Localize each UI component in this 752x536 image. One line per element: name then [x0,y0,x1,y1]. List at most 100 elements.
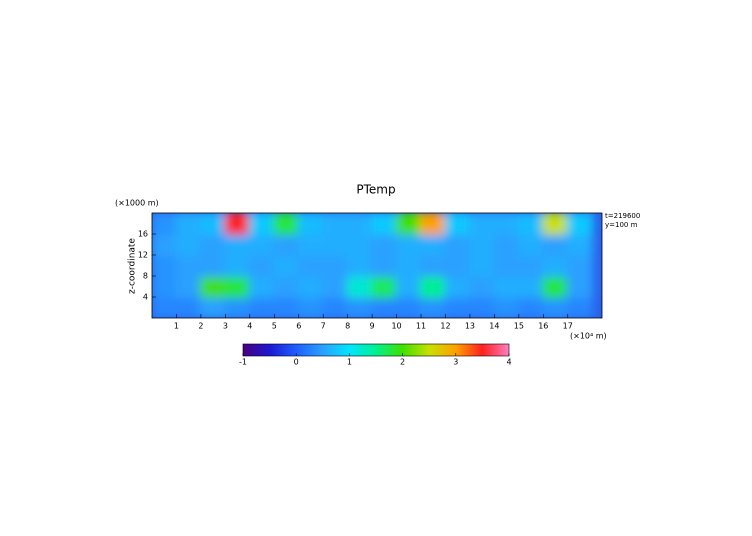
heatmap-cell [420,275,447,298]
x-unit: (×10⁴ m) [570,332,607,341]
heatmap-cell [566,254,594,277]
heatmap-cell [322,233,349,256]
x-tick-label: 17 [563,322,573,331]
heatmap-cell [175,296,202,318]
heatmap-cell [175,233,202,256]
heatmap-cell [517,275,545,298]
x-tick-label: 6 [296,322,301,331]
heatmap-cell [346,275,374,298]
colorbar-tick-label: 2 [400,358,405,367]
x-tick-label: 13 [465,322,475,331]
heatmap-cell [444,296,471,318]
heatmap-cell [346,213,374,235]
heatmap-cell [297,254,325,277]
heatmap-cell [371,275,398,298]
heatmap-cell [199,233,227,256]
colorbar [242,343,510,357]
heatmap-cell [346,296,374,318]
heatmap-cell [322,213,349,235]
heatmap-cell [199,275,227,298]
heatmap-cell [517,213,545,235]
heatmap-cell [444,233,471,256]
heatmap-cell [175,254,202,277]
heatmap-cell [152,296,178,318]
y-unit: (×1000 m) [115,199,159,208]
heatmap-cell [371,296,398,318]
heatmap-cell [224,213,251,235]
heatmap-cell [248,275,276,298]
heatmap-cell [420,254,447,277]
heatmap-cell [420,296,447,318]
heatmap-cell [152,254,178,277]
heatmap-cell [273,296,300,318]
heatmap-cell [273,233,300,256]
chart-title: PTemp [356,183,395,197]
heatmap-cell [297,213,325,235]
heatmap-cell [273,275,300,298]
heatmap-cell [395,233,423,256]
heatmap-cell [468,213,496,235]
heatmap-cell [297,296,325,318]
heatmap-cell [468,296,496,318]
heatmap-cell [468,254,496,277]
annotation: t=219600 [605,212,640,220]
heatmap-cell [468,275,496,298]
heatmap-cell [395,275,423,298]
heatmap-cell [542,233,569,256]
heatmap-cell [248,254,276,277]
x-tick-label: 7 [321,322,326,331]
y-axis-label: z-coordinate [128,238,138,294]
heatmap-cell [224,233,251,256]
y-tick-label: 12 [138,251,148,260]
plot-frame [151,212,603,319]
x-tick-label: 4 [247,322,252,331]
heatmap-cell [248,213,276,235]
heatmap-cell [273,254,300,277]
heatmap-cell [224,275,251,298]
colorbar-tick-label: 4 [506,358,511,367]
x-tick-label: 3 [223,322,228,331]
heatmap-cell [444,275,471,298]
heatmap-cell [517,233,545,256]
x-tick-label: 10 [391,322,401,331]
heatmap-cell [297,275,325,298]
x-tick-label: 16 [538,322,548,331]
heatmap-cells [152,213,594,318]
heatmap-cell [175,275,202,298]
heatmap-cell [517,254,545,277]
heatmap-cell [371,254,398,277]
colorbar-tick-label: 3 [453,358,458,367]
x-tick-label: 9 [370,322,375,331]
heatmap-cell [297,233,325,256]
heatmap-cell [420,213,447,235]
heatmap-cell [152,213,178,235]
x-tick-label: 15 [514,322,524,331]
heatmap-cell [346,233,374,256]
y-tick-label: 8 [143,272,148,281]
heatmap-cell [199,213,227,235]
x-tick-label: 5 [272,322,277,331]
heatmap-cell [395,254,423,277]
heatmap-cell [322,275,349,298]
heatmap-cell [395,213,423,235]
heatmap-cell [224,296,251,318]
heatmap-cell [224,254,251,277]
x-tick-label: 8 [345,322,350,331]
heatmap-cell [444,254,471,277]
heatmap-cell [493,275,520,298]
heatmap-cell [542,254,569,277]
heatmap-cell [493,213,520,235]
x-tick-label: 1 [174,322,179,331]
heatmap-cell [152,233,178,256]
heatmap-cell [371,233,398,256]
heatmap-cell [175,213,202,235]
heatmap-cell [346,254,374,277]
heatmap-cell [542,275,569,298]
heatmap-cell [322,296,349,318]
heatmap-cell [371,213,398,235]
heatmap [152,213,594,318]
heatmap-cell [322,254,349,277]
heatmap-cell [542,213,569,235]
heatmap-cell [493,296,520,318]
colorbar-tick-label: 1 [347,358,352,367]
